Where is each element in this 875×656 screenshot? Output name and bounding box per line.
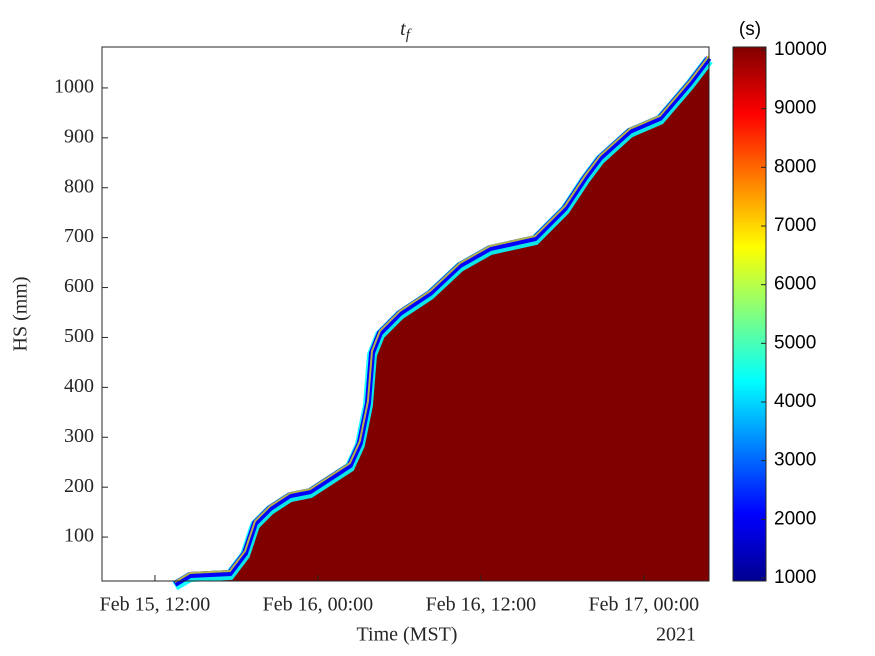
colorbar-tick-label: 4000 <box>774 391 816 412</box>
hs-edge <box>174 55 710 583</box>
y-tick-label: 500 <box>64 325 94 347</box>
y-tick-label: 900 <box>64 125 94 147</box>
colorbar <box>732 46 767 582</box>
colorbar-tick-label: 8000 <box>774 156 816 177</box>
colorbar-tick-label: 10000 <box>774 39 827 60</box>
x-tick-label: Feb 17, 00:00 <box>589 594 700 616</box>
y-tick-label: 800 <box>64 175 94 197</box>
y-tick-label: 200 <box>64 475 94 497</box>
y-tick-label: 300 <box>64 425 94 447</box>
y-tick-label: 400 <box>64 375 94 397</box>
colorbar-tick-label: 5000 <box>774 332 816 353</box>
frame <box>101 46 710 582</box>
x-tick-label: Feb 16, 00:00 <box>263 594 374 616</box>
y-tick-label: 600 <box>64 275 94 297</box>
colorbar-tick-label: 7000 <box>774 215 816 236</box>
y-tick-label: 1000 <box>54 76 94 98</box>
colorbar-tick-label: 6000 <box>774 274 816 295</box>
x-tick-label: Feb 15, 12:00 <box>100 594 211 616</box>
chart-title: tf <box>400 18 412 44</box>
colorbar-tick-label: 1000 <box>774 567 816 588</box>
y-tick-label: 100 <box>64 525 94 547</box>
hs-area <box>174 54 709 581</box>
colorbar-tick-label: 9000 <box>774 98 816 119</box>
x-year-label: 2021 <box>656 624 696 646</box>
colorbar-label: (s) <box>739 19 761 40</box>
colorbar-tick-label: 2000 <box>774 508 816 529</box>
y-axis-label: HS (mm) <box>10 277 32 352</box>
x-axis-label: Time (MST) <box>357 624 458 646</box>
colorbar-tick-label: 3000 <box>774 450 816 471</box>
y-tick-label: 700 <box>64 225 94 247</box>
x-tick-label: Feb 16, 12:00 <box>426 594 537 616</box>
